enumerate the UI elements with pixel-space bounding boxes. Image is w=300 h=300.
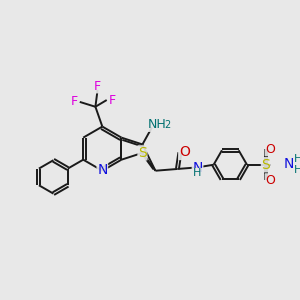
Text: O: O [265, 174, 275, 187]
Text: N: N [192, 160, 203, 175]
Text: N: N [284, 158, 294, 172]
Text: NH: NH [147, 118, 166, 131]
Text: F: F [71, 95, 78, 108]
Text: F: F [109, 94, 116, 106]
Text: O: O [265, 142, 275, 156]
Text: N: N [97, 163, 107, 177]
Text: H: H [194, 168, 202, 178]
Text: S: S [261, 158, 270, 172]
Text: 2: 2 [164, 120, 170, 130]
Text: H: H [294, 154, 300, 164]
Text: H: H [294, 165, 300, 175]
Text: O: O [179, 146, 190, 160]
Text: S: S [138, 146, 147, 160]
Text: F: F [94, 80, 101, 93]
